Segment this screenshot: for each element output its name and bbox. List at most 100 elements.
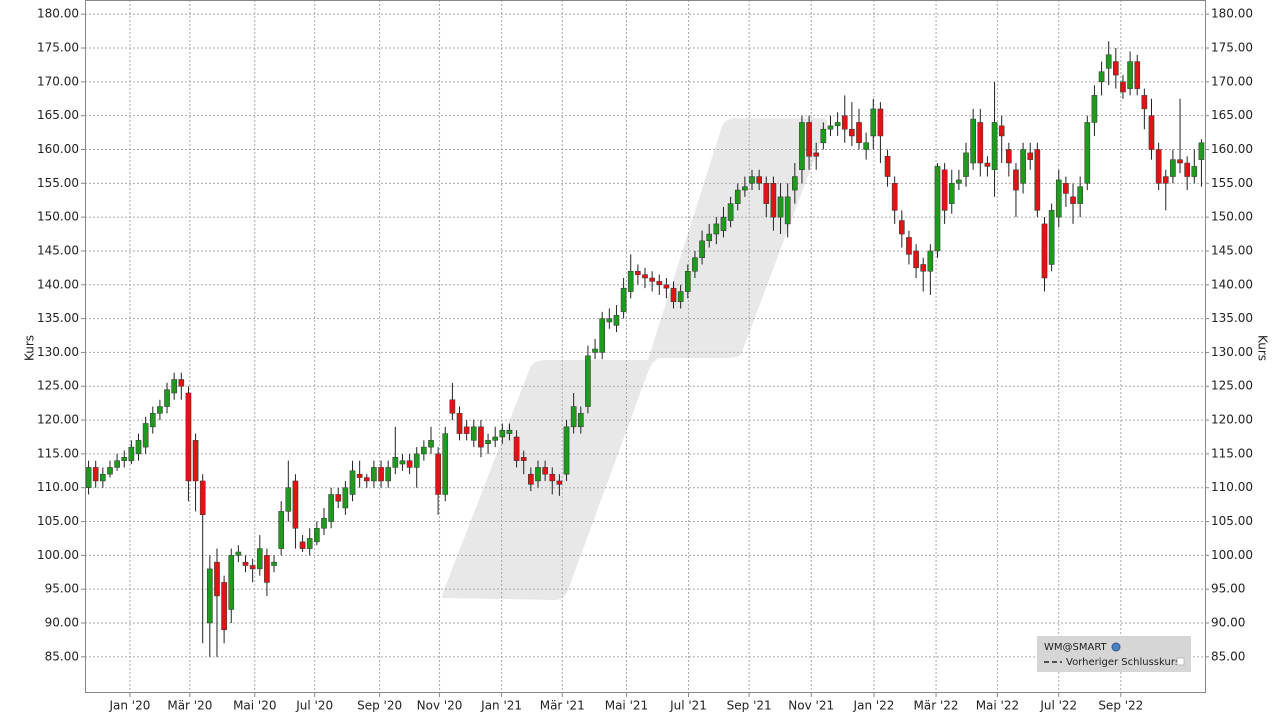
x-tick-label: Jul '22 (1039, 699, 1077, 713)
candle-body (1155, 149, 1162, 184)
y-tick-label: 180.00 (37, 7, 79, 21)
y2-tick-label: 160.00 (1211, 142, 1253, 156)
y-tick-label: 160.00 (37, 142, 79, 156)
candle-body (1070, 196, 1076, 204)
candle-body (877, 108, 884, 137)
candle-body (627, 271, 634, 292)
candle-body (870, 108, 877, 137)
candle-body (335, 494, 342, 502)
candle-body (1105, 54, 1112, 69)
candle-body (92, 467, 99, 482)
candle-body (542, 467, 548, 475)
legend-checkbox (1176, 657, 1185, 666)
y2-axis-title: Kurs (1256, 335, 1270, 361)
y2-tick-label: 95.00 (1211, 582, 1245, 596)
candle-body (1120, 81, 1126, 93)
candle-body (1177, 159, 1183, 164)
candle-body (849, 128, 855, 137)
candle-body (1013, 169, 1019, 191)
candle-body (271, 561, 277, 566)
candle-body (513, 436, 520, 461)
candle-body (378, 467, 384, 482)
candle-body (1055, 179, 1062, 218)
candle-body (278, 511, 284, 549)
candle-body (834, 122, 841, 127)
candle-body (100, 473, 106, 482)
candle-body (742, 186, 748, 191)
candle-body (285, 487, 292, 512)
candle-body (435, 453, 441, 495)
candle-body (321, 517, 327, 529)
candle-body (563, 426, 570, 475)
candle-body (1170, 159, 1176, 177)
candle-body (706, 233, 713, 242)
candle-body (713, 223, 720, 235)
y2-tick-label: 140.00 (1211, 277, 1253, 291)
y-axis-title: Kurs (23, 335, 37, 361)
y2-tick-label: 130.00 (1211, 345, 1253, 359)
candle-body (249, 565, 256, 570)
candle-body (791, 176, 798, 191)
candle-body (620, 287, 627, 313)
y-tick-label: 165.00 (37, 108, 79, 122)
candle-body (470, 426, 477, 441)
y2-tick-label: 135.00 (1211, 311, 1253, 325)
plot-border (85, 0, 1206, 693)
legend-box (1037, 636, 1191, 672)
candle-body (485, 440, 491, 444)
candle-body (1077, 186, 1083, 204)
candle-body (592, 348, 598, 353)
candle-body (998, 125, 1005, 137)
candle-body (913, 250, 919, 269)
y2-tick-label: 85.00 (1211, 649, 1245, 663)
candle-body (699, 240, 705, 258)
y2-tick-label: 115.00 (1211, 446, 1253, 460)
candles (85, 41, 1205, 657)
candle-body (970, 118, 976, 164)
candle-body (1006, 149, 1012, 164)
y-tick-label: 90.00 (45, 616, 79, 630)
y-tick-label: 155.00 (37, 176, 79, 190)
candle-body (520, 457, 527, 461)
candle-body (449, 399, 456, 414)
candle-body (456, 413, 463, 434)
candle-body (549, 473, 556, 482)
candle-body (385, 467, 392, 482)
candle-body (1034, 149, 1041, 211)
y-tick-label: 100.00 (37, 548, 79, 562)
candle-body (770, 183, 777, 218)
candle-body (827, 125, 834, 130)
x-tick-label: Sep '20 (357, 699, 402, 713)
candle-body (906, 237, 912, 255)
candle-body (528, 473, 534, 485)
candle-body (157, 406, 163, 414)
y-tick-label: 130.00 (37, 345, 79, 359)
candle-body (820, 128, 827, 143)
x-tick-label: Jan '20 (108, 699, 150, 713)
candle-body (478, 426, 484, 448)
candle-body (734, 189, 741, 204)
candle-body (1141, 95, 1148, 110)
candle-body (948, 183, 955, 204)
candle-body (1134, 61, 1141, 89)
candle-body (421, 446, 427, 455)
candle-body (891, 183, 898, 211)
candle-body (442, 433, 449, 495)
candle-body (342, 487, 349, 509)
candle-body (349, 470, 356, 495)
candle-body (1198, 142, 1205, 160)
candle-body (684, 271, 691, 292)
y-tick-label: 115.00 (37, 446, 79, 460)
y2-tick-label: 110.00 (1211, 480, 1253, 494)
legend: WM@SMART Vorheriger Schlusskurs (1037, 636, 1191, 672)
candle-body (228, 555, 235, 610)
x-tick-label: Sep '21 (727, 699, 772, 713)
candle-body (221, 582, 227, 631)
candle-body (107, 467, 113, 475)
candle-body (692, 257, 698, 272)
candle-body (934, 166, 941, 252)
candle-body (413, 453, 420, 468)
x-tick-label: Nov '21 (788, 699, 834, 713)
candle-body (727, 203, 734, 221)
candle-body (264, 555, 270, 583)
